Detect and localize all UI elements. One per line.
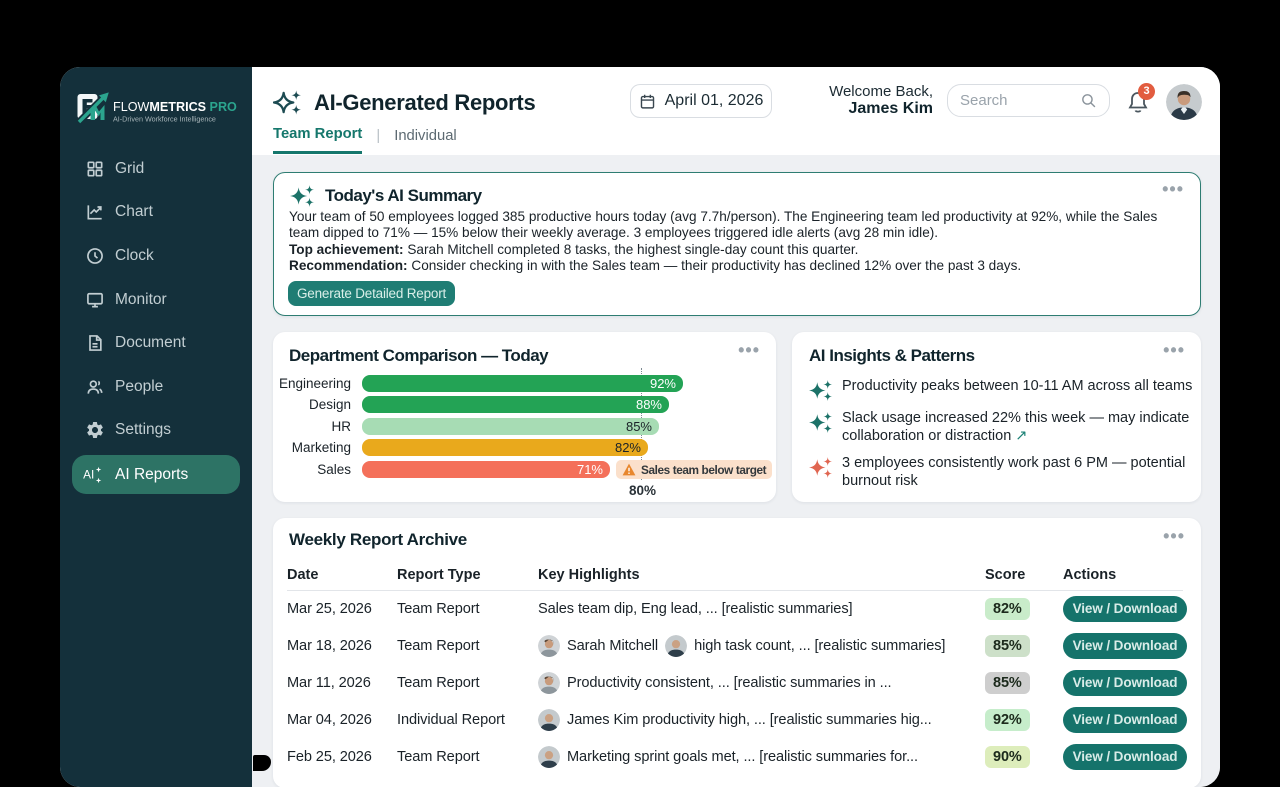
svg-text:FLOWMETRICS PRO: FLOWMETRICS PRO (113, 100, 237, 114)
svg-text:AI: AI (83, 467, 94, 481)
svg-text:AI-Driven Workforce Intelligen: AI-Driven Workforce Intelligence (113, 115, 216, 124)
